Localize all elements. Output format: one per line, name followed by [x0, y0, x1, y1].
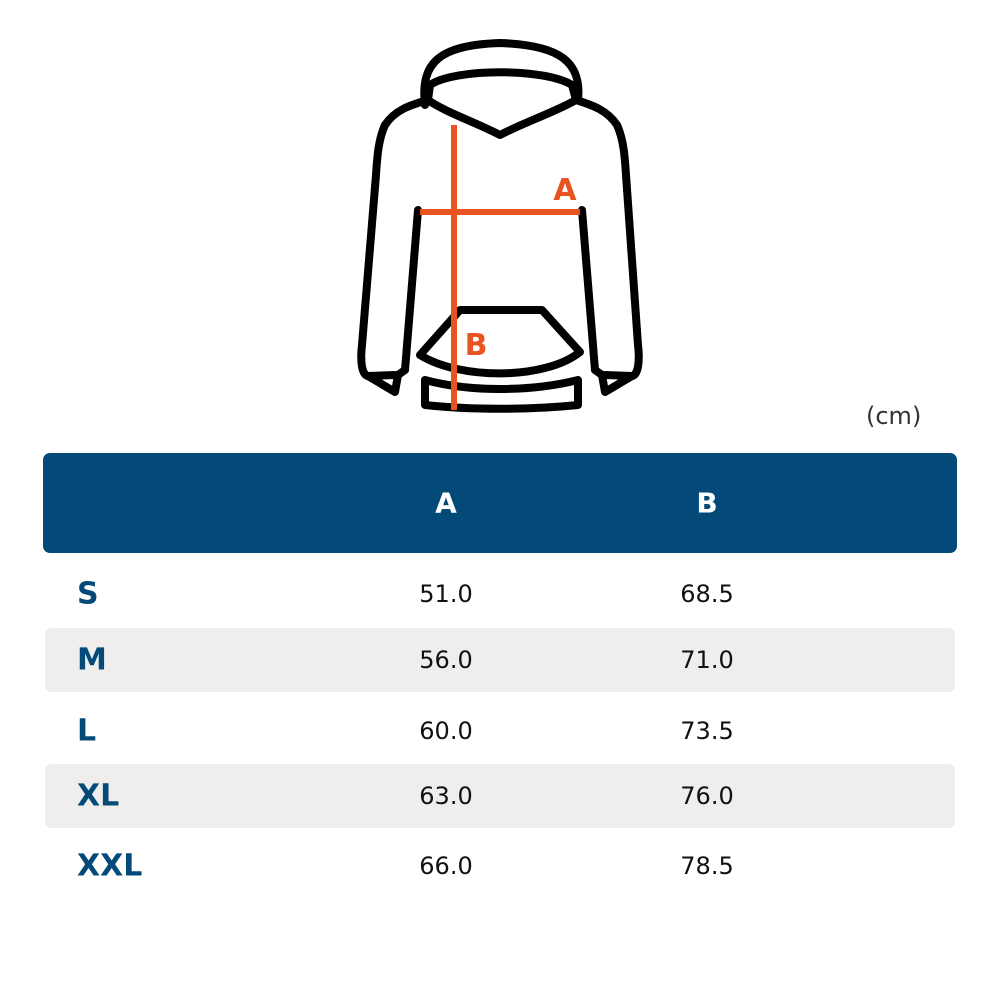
- size-label: M: [77, 642, 107, 678]
- size-label: XL: [77, 778, 120, 814]
- unit: (cm): [866, 402, 922, 430]
- label-b: B: [465, 328, 488, 363]
- measurement: 71.0: [680, 646, 734, 674]
- table-row: XXL 66.0 78.5: [45, 834, 955, 898]
- measurement: 73.5: [680, 717, 734, 745]
- measurement: 56.0: [419, 646, 473, 674]
- table-row: XL 63.0 76.0: [45, 764, 955, 828]
- measurement: 68.5: [680, 580, 734, 608]
- measurement: 76.0: [680, 782, 734, 810]
- size-label: XXL: [77, 848, 143, 884]
- size-label: L: [77, 713, 97, 749]
- column-header: A: [435, 486, 457, 520]
- column-header: B: [696, 486, 718, 520]
- hoodie-diagram: A B: [357, 39, 643, 413]
- measurement: 78.5: [680, 852, 734, 880]
- table-row: L 60.0 73.5: [45, 699, 955, 763]
- measurement: 63.0: [419, 782, 473, 810]
- table-row: S 51.0 68.5: [45, 562, 955, 626]
- measurement: 66.0: [419, 852, 473, 880]
- measurement: 60.0: [419, 717, 473, 745]
- label-a: A: [553, 173, 577, 208]
- measurement: 51.0: [419, 580, 473, 608]
- size-label: S: [77, 576, 99, 612]
- table-row: M 56.0 71.0: [45, 628, 955, 692]
